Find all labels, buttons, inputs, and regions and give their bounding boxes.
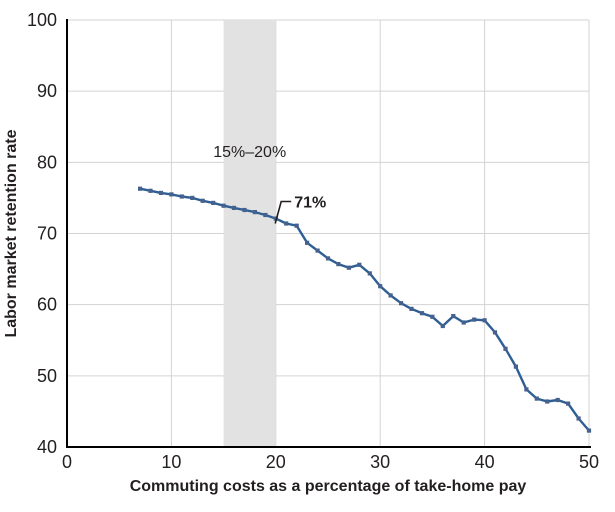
data-point-x37 [451, 314, 456, 319]
y-tick-label-40: 40 [37, 437, 57, 457]
data-point-x9 [158, 190, 164, 195]
annotation-value-label: 71% [294, 195, 326, 212]
data-point-x24 [315, 248, 320, 253]
data-point-x44 [524, 387, 529, 392]
x-tick-label-50: 50 [579, 452, 599, 472]
data-point-x8 [148, 188, 153, 193]
x-tick-label-0: 0 [62, 452, 72, 472]
data-point-x21 [284, 221, 289, 226]
y-tick-label-100: 100 [27, 10, 57, 30]
retention-line [138, 187, 591, 432]
data-point-x23 [305, 240, 310, 245]
data-point-x46 [545, 399, 550, 404]
data-point-x33 [409, 306, 414, 311]
data-point-x50 [586, 428, 592, 433]
x-axis-title: Commuting costs as a percentage of take-… [130, 478, 527, 495]
data-point-x30 [378, 284, 383, 289]
y-axis-title: Labor market retention rate [3, 129, 20, 337]
data-point-x39 [472, 317, 477, 322]
y-tick-label-50: 50 [37, 366, 57, 386]
data-point-x29 [367, 271, 372, 276]
y-tick-label-80: 80 [37, 152, 57, 172]
annotation-pointer [274, 200, 292, 224]
data-point-x43 [513, 364, 518, 369]
x-tick-label-20: 20 [266, 452, 286, 472]
data-point-x16 [231, 205, 237, 210]
data-point-x38 [461, 320, 466, 325]
y-tick-label-70: 70 [37, 224, 57, 244]
data-point-x12 [190, 195, 195, 200]
data-point-x7 [138, 186, 143, 191]
data-point-x27 [346, 265, 351, 270]
x-tick-label-10: 10 [161, 452, 181, 472]
data-point-x42 [503, 346, 508, 351]
data-point-x48 [566, 401, 571, 406]
data-point-x14 [211, 200, 216, 205]
data-point-x47 [555, 397, 560, 403]
data-point-x36 [440, 323, 445, 329]
data-point-x32 [399, 301, 404, 306]
data-point-x17 [242, 207, 247, 213]
data-point-x10 [169, 192, 174, 197]
data-point-x41 [492, 330, 498, 335]
y-tick-label-90: 90 [37, 81, 57, 101]
highlight-band [223, 20, 276, 447]
y-tick-label-60: 60 [37, 295, 57, 315]
data-point-x26 [336, 262, 341, 267]
x-tick-label-30: 30 [370, 452, 390, 472]
data-point-x28 [357, 262, 362, 267]
data-point-x13 [200, 198, 205, 203]
data-point-x15 [221, 203, 226, 208]
data-point-x11 [179, 194, 184, 199]
data-point-x34 [419, 311, 425, 316]
data-point-x45 [534, 396, 539, 401]
data-point-x25 [325, 256, 331, 261]
data-point-x31 [388, 293, 393, 298]
band-range-label: 15%–20% [213, 144, 286, 161]
data-point-x22 [294, 223, 299, 228]
data-point-x19 [263, 212, 268, 218]
data-point-x49 [576, 416, 581, 421]
data-point-x35 [430, 314, 435, 319]
x-tick-label-40: 40 [475, 452, 495, 472]
data-point-x18 [252, 210, 257, 215]
data-point-x40 [482, 318, 487, 323]
